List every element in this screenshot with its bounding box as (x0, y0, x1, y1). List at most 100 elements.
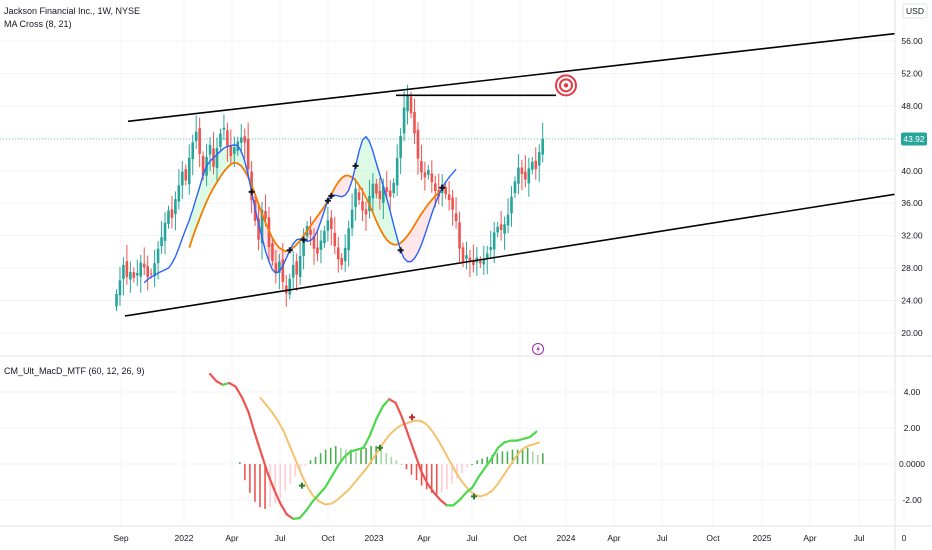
ma-cross-legend[interactable]: MA Cross (8, 21) (4, 19, 72, 29)
histogram-bar (350, 449, 352, 464)
macd-segment (234, 385, 244, 399)
candle-body (316, 247, 319, 254)
candle-body (527, 168, 531, 184)
candle-body (333, 232, 337, 247)
candle-body (413, 111, 416, 134)
candle-body (139, 262, 143, 277)
ma-fill-segment (365, 136, 370, 205)
time-tick-label: Oct (513, 533, 527, 543)
macd-segment (381, 398, 391, 408)
candle-body (479, 261, 482, 264)
candle-body (319, 240, 323, 250)
macd-segment (452, 498, 461, 507)
ma-fill-segment (407, 230, 412, 262)
ma-fill-segment (424, 204, 429, 235)
macd-segment (336, 455, 346, 467)
histogram-bar (456, 464, 458, 479)
candle-body (433, 183, 437, 192)
histogram-bar (380, 447, 382, 464)
price-tick-label: 24.00 (901, 296, 923, 306)
time-tick-label: Jul (657, 533, 668, 543)
macd-segment (221, 381, 231, 386)
histogram-bar (274, 464, 276, 504)
time-tick-label: Oct (321, 533, 335, 543)
candle-body (520, 167, 524, 175)
candle-body (278, 261, 281, 273)
candle-body (357, 192, 361, 200)
candle-body (177, 185, 181, 202)
target-icon[interactable] (555, 74, 577, 97)
ma-fill-segment (203, 165, 207, 210)
price-tick-label: 48.00 (901, 101, 923, 111)
histogram-bar (390, 456, 393, 464)
histogram-bar (289, 464, 292, 484)
macd-segment (413, 452, 423, 473)
time-tick-label: 2022 (175, 533, 194, 543)
macd-segment (471, 475, 480, 489)
ma-fill-segment (404, 235, 408, 262)
candle-body (388, 190, 392, 197)
candle-body (264, 210, 267, 219)
ma-fill-segment (390, 211, 394, 245)
symbol-title[interactable]: Jackson Financial Inc., 1W, NYSE (4, 6, 140, 16)
macd-segment (324, 475, 333, 489)
candle-body (194, 131, 198, 142)
histogram-bar (420, 464, 423, 486)
histogram-bar (294, 464, 297, 477)
macd-segment (464, 486, 474, 494)
slow-ma-line (188, 161, 447, 253)
currency-badge[interactable] (902, 3, 928, 19)
histogram-bar (521, 449, 524, 464)
candle-body (257, 218, 260, 240)
channel-lower-line (124, 193, 895, 317)
candle-body (160, 237, 163, 247)
candle-body (274, 263, 278, 273)
macd-segment (228, 381, 237, 388)
candle-body (371, 183, 375, 199)
macd-tick-label: 0.0000 (899, 459, 925, 469)
time-tick-label: Apr (417, 533, 430, 543)
macd-segment (394, 401, 404, 419)
macd-segment (279, 502, 288, 516)
time-tick-label: 2025 (753, 533, 772, 543)
histogram-bar (481, 458, 483, 464)
histogram-bar (239, 462, 241, 464)
macd-segment (304, 500, 314, 512)
macd-segment (516, 437, 525, 442)
candle-body (409, 96, 413, 114)
candle-body (402, 107, 406, 134)
macd-segment (490, 446, 500, 460)
macd-cross-marker (299, 482, 305, 489)
candle-body (406, 95, 409, 112)
histogram-bar (496, 453, 499, 464)
price-tick-label: 40.00 (901, 166, 923, 176)
macd-segment (240, 396, 250, 413)
macd-legend[interactable]: CM_Ult_MacD_MTF (60, 12, 26, 9) (4, 366, 145, 376)
candle-body (284, 285, 288, 294)
target-ring-outer (555, 74, 577, 97)
ma-fill-segment (414, 219, 418, 259)
candle-body (451, 197, 454, 210)
time-tick-label: Sep (113, 533, 128, 543)
macd-segment (253, 432, 263, 455)
candle-body (229, 145, 233, 157)
candle-body (499, 224, 503, 230)
ma-fill-segment (359, 139, 363, 192)
candle-body (243, 136, 247, 143)
candle-body (149, 273, 153, 275)
histogram-bar (304, 464, 307, 466)
macd-segment (496, 441, 506, 449)
cross-marker (397, 247, 404, 254)
candle-body (170, 209, 174, 218)
trend-channel[interactable] (124, 32, 895, 317)
candle-body (496, 226, 499, 233)
candle-body (537, 152, 541, 166)
histogram-bar (319, 453, 322, 464)
lightning-icon[interactable] (532, 343, 544, 355)
candle-body (271, 243, 274, 261)
ma-fill-segment (417, 213, 422, 253)
histogram-bar (299, 464, 302, 470)
candle-body (153, 263, 156, 277)
candle-body (531, 161, 534, 170)
